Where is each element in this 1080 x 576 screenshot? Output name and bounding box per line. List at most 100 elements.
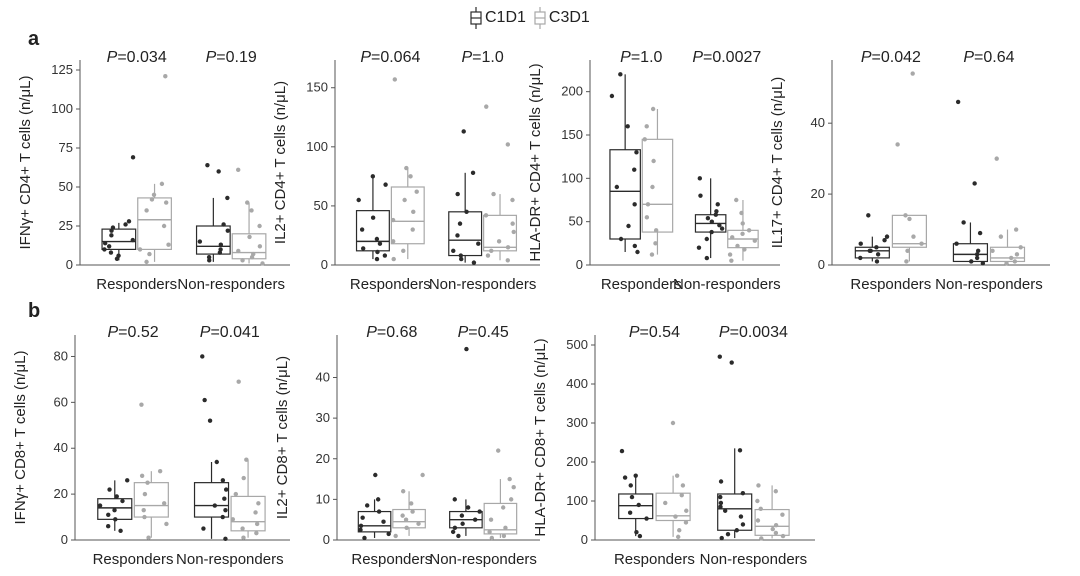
p-value-prefix: P	[719, 324, 730, 341]
legend-label-c3d1: C3D1	[548, 9, 590, 26]
data-point	[390, 217, 396, 223]
p-value-number: =1.0	[472, 49, 504, 66]
box-iqr	[195, 225, 231, 255]
box-iqr	[137, 197, 172, 250]
data-point	[730, 235, 735, 240]
p-value-label: P=0.041	[200, 324, 260, 341]
y-tick-label: 150	[306, 80, 328, 95]
data-point	[393, 533, 398, 539]
p-value-prefix: P	[458, 324, 469, 341]
data-point	[704, 236, 709, 242]
p-value-prefix: P	[963, 49, 974, 66]
data-point	[773, 522, 779, 528]
box-c1d1-non-responders	[193, 354, 230, 542]
data-point	[718, 479, 724, 484]
data-point	[628, 483, 633, 488]
data-point	[358, 523, 364, 528]
box-c1d1-non-responders	[448, 129, 483, 265]
data-point	[740, 221, 745, 226]
data-point	[151, 192, 157, 197]
data-point	[145, 480, 150, 485]
data-point	[780, 512, 785, 517]
data-point	[651, 158, 656, 164]
data-point	[240, 258, 245, 263]
data-point	[360, 515, 365, 520]
data-point	[391, 256, 396, 262]
data-point	[980, 261, 986, 266]
data-point	[696, 245, 702, 250]
box-c3d1-non-responders	[483, 104, 518, 263]
data-point	[632, 202, 637, 207]
data-point	[884, 234, 890, 239]
data-point	[236, 379, 241, 384]
y-axis-label: IFNγ+ CD4+ T cells (n/μL)	[17, 76, 34, 250]
p-value-number: =0.68	[377, 324, 418, 341]
data-point	[464, 209, 469, 215]
data-point	[910, 71, 915, 76]
data-point	[403, 517, 409, 522]
data-point	[874, 259, 880, 264]
data-point	[737, 448, 743, 453]
data-point	[650, 106, 656, 112]
x-tick-label: Responders	[850, 276, 931, 293]
data-point	[382, 253, 388, 258]
data-point	[614, 184, 620, 190]
p-value-number: =1.0	[631, 49, 663, 66]
data-point	[241, 475, 246, 481]
chart-panel-4: 0 20 40 IL17+ CD4+ T cells (n/μL) Responders…	[769, 49, 1050, 293]
box-c3d1-responders	[641, 106, 674, 257]
legend-item-c3d1[interactable]: C3D1	[534, 7, 590, 29]
data-point	[408, 174, 413, 179]
data-point	[496, 239, 502, 244]
data-point	[207, 418, 213, 423]
x-tick-label: Non-responders	[429, 276, 537, 293]
x-tick-label: Responders	[96, 276, 177, 293]
data-point	[459, 256, 464, 262]
data-point	[510, 197, 515, 203]
data-point	[241, 535, 246, 540]
data-point	[118, 528, 123, 534]
data-point	[718, 504, 723, 510]
data-point	[1008, 255, 1014, 261]
y-tick-label: 40	[316, 370, 330, 385]
data-point	[471, 260, 477, 265]
data-point	[752, 238, 757, 243]
box-iqr	[133, 482, 169, 518]
data-point	[484, 104, 489, 109]
data-point	[746, 228, 752, 233]
data-point	[414, 189, 419, 194]
legend-item-c1d1[interactable]: C1D1	[470, 7, 526, 29]
p-value-label: P=0.0034	[719, 324, 788, 341]
boxplot-c1d1-icon	[470, 7, 482, 29]
data-point	[919, 241, 924, 246]
data-point	[990, 248, 995, 254]
p-value-prefix: P	[461, 49, 472, 66]
data-point	[221, 222, 226, 227]
y-tick-label: 0	[818, 257, 825, 272]
data-point	[642, 137, 647, 142]
x-tick-label: Responders	[614, 551, 695, 568]
data-point	[201, 526, 206, 531]
x-tick-label: Non-responders	[935, 276, 1043, 293]
x-tick-label: Responders	[93, 551, 174, 568]
data-point	[755, 498, 760, 504]
data-point	[125, 478, 130, 483]
y-axis-label: IL17+ CD4+ T cells (n/μL)	[769, 77, 786, 249]
data-point	[683, 520, 689, 525]
box-c1d1-non-responders	[717, 354, 753, 541]
data-point	[109, 233, 114, 238]
box-iqr	[754, 508, 790, 536]
data-point	[375, 497, 381, 502]
data-point	[503, 525, 508, 531]
data-point	[618, 72, 623, 77]
p-value-prefix: P	[620, 49, 631, 66]
data-point	[969, 259, 974, 264]
y-tick-label: 500	[566, 337, 588, 352]
data-point	[102, 247, 107, 252]
p-value-number: =0.0034	[730, 324, 788, 341]
y-tick-label: 300	[566, 415, 588, 430]
data-point	[773, 530, 779, 536]
panel-label-a: a	[28, 28, 40, 50]
data-point	[381, 519, 386, 524]
